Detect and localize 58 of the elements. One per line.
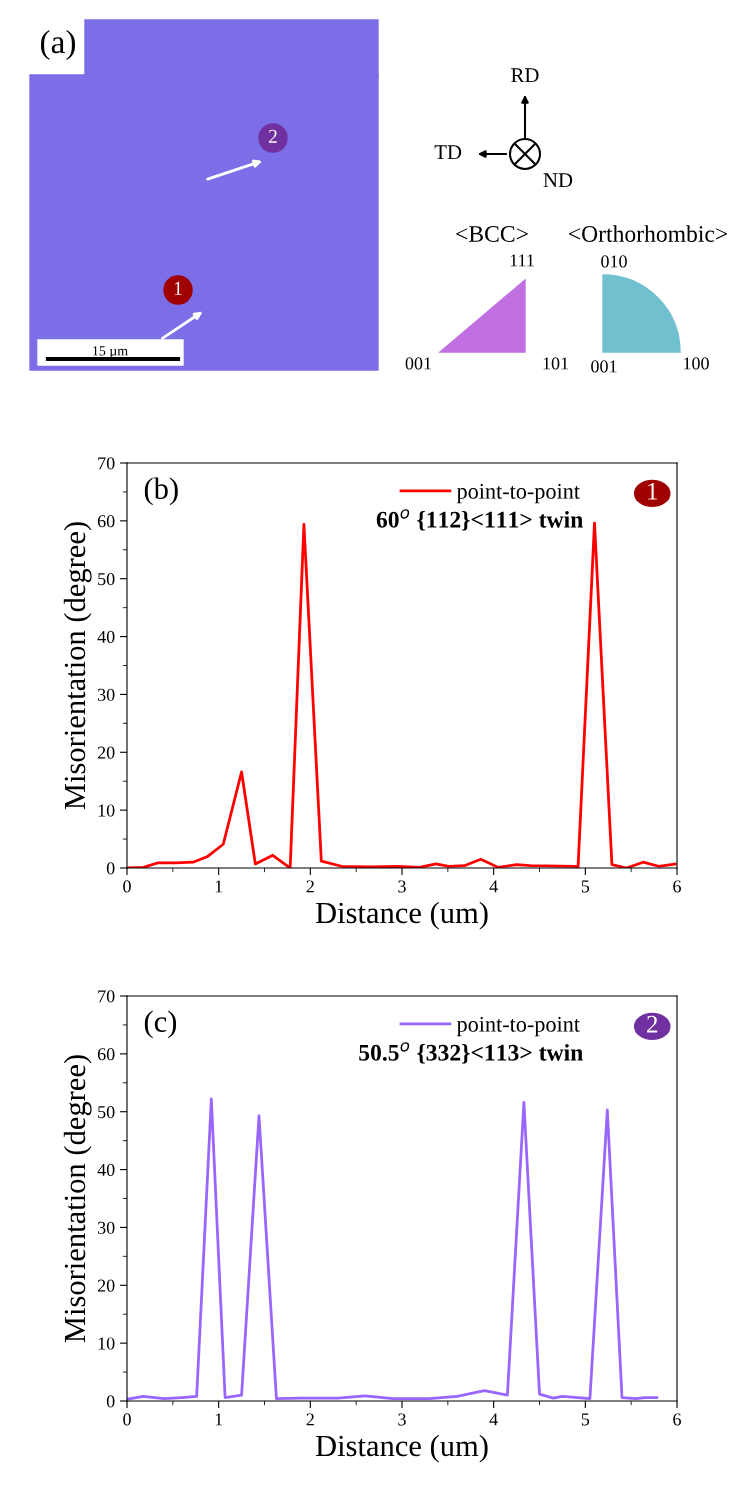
y-tick-label: 20 [97, 746, 115, 759]
y-tick-label: 40 [97, 1163, 115, 1177]
text: <BCC> [456, 226, 528, 242]
text: 100 [684, 357, 709, 370]
y-axis-title: Misorientation (degree) [63, 1055, 92, 1343]
y-tick-label: 60 [97, 1048, 115, 1061]
text: <Orthorhombic> [568, 225, 728, 242]
x-tick-label: 0 [123, 1413, 131, 1426]
y-tick-label: 30 [98, 688, 115, 701]
text: TD [434, 145, 462, 160]
y-tick-label: 50 [98, 572, 115, 586]
y-tick-label: 20 [97, 1279, 115, 1292]
annotation: (b) [144, 477, 178, 506]
text: 001 [405, 357, 431, 370]
y-axis-title: Misorientation (degree) [63, 522, 92, 810]
x-axis-title: Distance (um) [315, 1434, 488, 1463]
text: (a) [40, 29, 76, 61]
y-tick-label: 40 [97, 630, 115, 644]
annotation: (c) [144, 1010, 177, 1039]
x-tick-label: 2 [306, 880, 314, 893]
y-tick-label: 0 [106, 862, 115, 875]
y-tick-label: 70 [98, 990, 115, 1003]
legend-label: point-to-point [456, 483, 580, 504]
x-tick-label: 0 [123, 880, 131, 893]
y-tick-label: 60 [97, 515, 115, 528]
x-tick-label: 4 [489, 1413, 498, 1426]
x-tick-label: 2 [306, 1413, 314, 1426]
legend-label: point-to-point [456, 1016, 580, 1037]
text: 010 [601, 255, 627, 268]
x-tick-label: 5 [581, 880, 590, 893]
text: ND [543, 173, 573, 188]
annotation: 50.5$^{o}$ {332}<113> twin [359, 1042, 583, 1064]
y-tick-label: 50 [98, 1105, 115, 1119]
line-series [127, 1097, 659, 1401]
x-tick-label: 4 [489, 880, 498, 893]
text: RD [511, 68, 539, 83]
text: 2 [268, 129, 277, 143]
y-tick-label: 30 [98, 1221, 115, 1234]
text: 111 [510, 254, 534, 267]
y-tick-label: 0 [106, 1395, 115, 1408]
y-tick-label: 70 [98, 457, 115, 470]
x-tick-label: 5 [581, 1413, 590, 1426]
x-axis-title: Distance (um) [315, 901, 488, 930]
y-tick-label: 10 [98, 804, 115, 817]
x-tick-label: 3 [398, 1413, 406, 1426]
x-tick-label: 6 [673, 1413, 681, 1426]
text: 101 [543, 357, 568, 370]
y-tick-label: 10 [98, 1337, 115, 1350]
annotation: 2 [647, 1015, 658, 1033]
text: 15 µm [93, 346, 128, 359]
x-tick-label: 1 [215, 880, 223, 893]
x-tick-label: 1 [215, 1413, 223, 1426]
x-tick-label: 3 [398, 880, 406, 893]
text: 1 [174, 281, 182, 295]
annotation: 1 [648, 482, 657, 500]
text: 001 [591, 360, 617, 373]
x-tick-label: 6 [673, 880, 681, 893]
annotation: 60$^{o}$ {112}<111> twin [376, 509, 583, 531]
